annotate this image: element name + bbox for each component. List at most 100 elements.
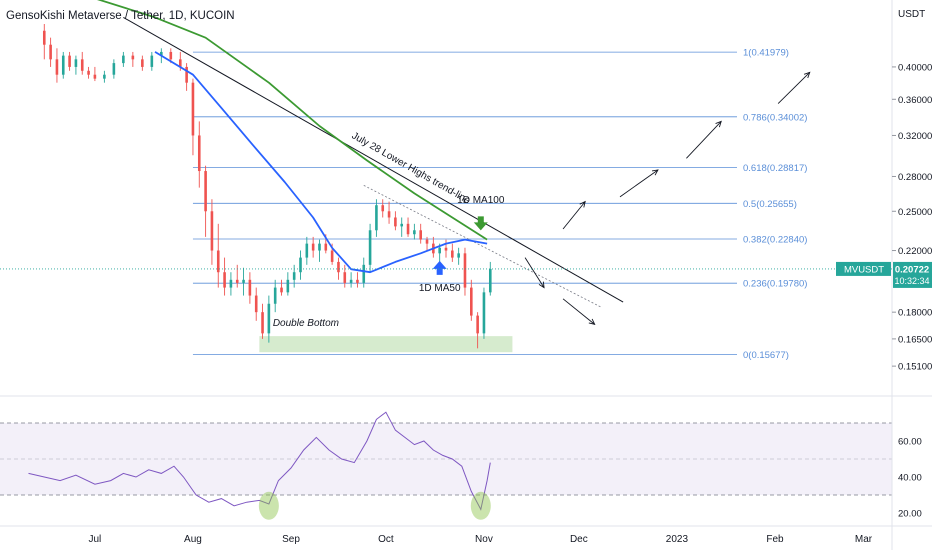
candle-body [438, 247, 441, 254]
x-tick-label: Feb [766, 534, 784, 545]
ma50-line [154, 51, 488, 274]
ma100-line [96, 0, 488, 241]
projection-arrowhead [579, 200, 586, 208]
rsi-line [28, 411, 491, 511]
fib-label-0.382: 0.382(0.22840) [743, 235, 807, 246]
candle-body [425, 239, 429, 244]
projection-arrow [777, 72, 811, 104]
candle-body [362, 264, 366, 283]
candle-body [387, 211, 391, 218]
candle-body [80, 59, 84, 71]
candle-body [451, 250, 454, 258]
x-tick-label: Jul [88, 534, 101, 545]
candle-body [482, 292, 486, 334]
symbol-tag: MVUSDT [844, 264, 884, 275]
candle-body [318, 243, 321, 251]
candle-body [463, 253, 467, 288]
candle-body [131, 55, 135, 60]
x-tick-label: Dec [570, 534, 588, 545]
candle-body [42, 30, 46, 45]
projection-arrow [619, 169, 659, 198]
candle-body [406, 223, 410, 235]
fib-label-0.236: 0.236(0.19780) [743, 279, 807, 290]
candle-body [178, 59, 182, 67]
candle-body [299, 257, 302, 273]
candle-body [169, 51, 173, 60]
projection-arrowhead [803, 71, 811, 79]
candle-body [204, 171, 207, 212]
candle-body [457, 253, 460, 258]
candle-body [68, 55, 71, 67]
projection-arrowhead [588, 318, 596, 326]
lower-highs-trendline [123, 16, 624, 303]
candle-body [343, 272, 347, 283]
rsi-tick-label: 20.00 [898, 509, 922, 520]
last-price-bg [893, 261, 932, 288]
y-tick-label: 0.16500 [898, 334, 932, 345]
candle-body [112, 63, 116, 75]
ma50-label: 1D MA50 [419, 283, 461, 294]
rsi-tick-label: 60.00 [898, 437, 922, 448]
y-tick-label: 0.15100 [898, 362, 932, 373]
projection-arrow [686, 121, 722, 159]
candle-body [160, 51, 163, 56]
chart-title: GensoKishi Metaverse / Tether, 1D, KUCOI… [6, 10, 235, 22]
candle-body [476, 315, 479, 334]
candle-body [356, 279, 359, 283]
candle-body [216, 250, 220, 273]
candle-body [292, 272, 296, 280]
candle-body [55, 59, 59, 75]
countdown-label: 10:32:34 [894, 276, 929, 286]
candle-body [381, 205, 385, 212]
candle-body [267, 303, 271, 334]
candle-body [141, 59, 144, 67]
candle-body [150, 55, 154, 67]
candle-body [248, 279, 252, 296]
y-tick-label: 0.18000 [898, 308, 932, 319]
projection-arrow [524, 257, 545, 288]
x-tick-label: Oct [378, 534, 394, 545]
x-tick-label: Sep [282, 534, 300, 545]
projection-arrowhead [538, 281, 545, 289]
candle-body [87, 70, 90, 75]
last-price-label: 0.20722 [895, 264, 929, 275]
moving-averages [96, 0, 488, 274]
candle-body [444, 247, 448, 251]
candle-body [470, 287, 473, 316]
candle-body [185, 66, 188, 83]
x-tick-label: Nov [475, 534, 493, 545]
ma100-label: 1D MA100 [457, 195, 505, 206]
y-tick-label: 0.28000 [898, 172, 932, 183]
candle-body [324, 243, 328, 251]
trend-lines [123, 16, 624, 308]
candle-body [197, 135, 201, 172]
projection-arrow [562, 201, 586, 230]
fib-label-0.618: 0.618(0.28817) [743, 163, 807, 174]
symbol-tag-bg [836, 261, 891, 276]
rsi-bottom-highlight [470, 491, 491, 520]
support-zone [259, 336, 513, 353]
candle-body [413, 230, 416, 235]
candle-body [488, 268, 492, 293]
fib-label-0.786: 0.786(0.34002) [743, 112, 807, 123]
dotted-channel-line [363, 185, 602, 308]
rsi-bottom-highlight [258, 491, 279, 520]
candles [42, 24, 492, 349]
candle-body [254, 295, 258, 313]
candle-body [375, 205, 378, 231]
x-tick-label: Mar [855, 534, 873, 545]
double-bottom-label: Double Bottom [273, 318, 339, 329]
candle-body [49, 44, 52, 60]
candle-body [305, 243, 309, 258]
x-tick-label: 2023 [666, 534, 689, 545]
y-tick-label: 0.36000 [898, 95, 932, 106]
candle-body [261, 312, 264, 334]
candle-body [349, 279, 353, 283]
candle-body [61, 55, 65, 75]
candle-body [223, 272, 226, 288]
candle-body [242, 279, 245, 283]
currency-label: USDT [898, 9, 925, 20]
double-bottom-zone [259, 336, 513, 353]
